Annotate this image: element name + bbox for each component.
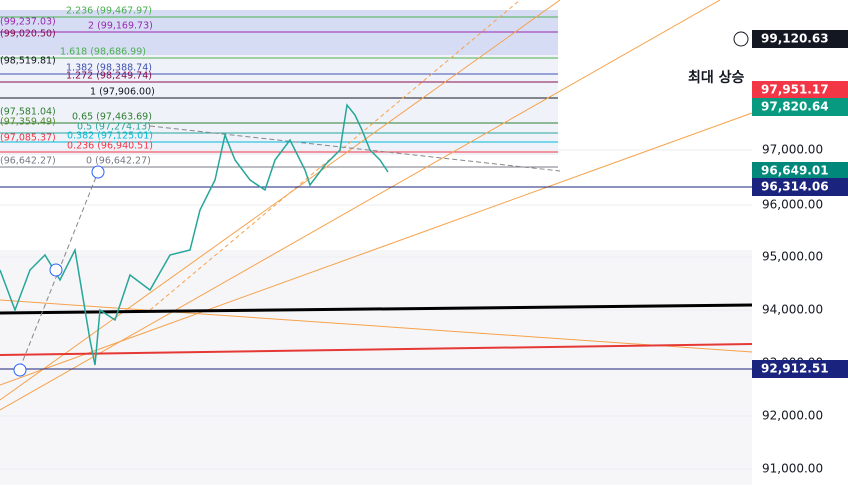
fib-label: 0 (96,642.27)	[86, 156, 151, 167]
left-label: (97,085.37)	[0, 133, 56, 144]
left-label: (97,359.49)	[0, 117, 56, 128]
y-tick-label: 97,000.00	[762, 143, 823, 157]
shade-zone	[0, 250, 752, 485]
price-path	[0, 103, 389, 366]
price-tag-bg	[752, 162, 848, 180]
price-tag: 97,820.64	[761, 100, 829, 114]
handle	[91, 165, 105, 179]
price-tag: 97,951.17	[761, 83, 829, 97]
price-tag-bg	[752, 360, 848, 378]
fib-label: 0.65 (97,463.69)	[72, 112, 152, 123]
handle	[49, 263, 63, 277]
fib-labels: 2.236 (99,467.97) 2 (99,169.73) 1.618 (98,…	[0, 6, 155, 167]
left-label: (98,519.81)	[0, 56, 56, 67]
price-tag-bg	[752, 81, 848, 99]
fib-label: 2.236 (99,467.97)	[66, 6, 152, 17]
fib-label: 0.236 (96,940.51)	[67, 141, 153, 152]
annotation: 최대 상승	[688, 70, 745, 86]
add-button	[733, 31, 749, 47]
price-tag: 96,314.06	[761, 180, 829, 194]
fib-label: 1 (97,906.00)	[90, 87, 155, 98]
price-tag-bg	[752, 178, 848, 196]
y-tick-label: 91,000.00	[762, 462, 823, 476]
price-axis	[752, 0, 848, 485]
y-tick-label: 95,000.00	[762, 250, 823, 264]
fib-label: 1.272 (98,249.74)	[66, 71, 152, 82]
price-tag: 96,649.01	[761, 164, 829, 178]
price-axis-ticks: 97,000.0096,000.0095,000.0094,000.0093,0…	[762, 143, 823, 476]
fib-lines	[0, 16, 558, 168]
price-tag-bg	[752, 30, 848, 48]
support-line	[0, 303, 753, 315]
handle	[13, 363, 27, 377]
fib-label: 0.5 (97,274.13)	[77, 122, 151, 133]
dashed-line	[149, 125, 561, 172]
fib-label: 0.382 (97,125.01)	[67, 131, 153, 142]
left-label: (99,020.50)	[0, 29, 56, 40]
fib-zone	[0, 55, 558, 155]
fib-label: 1.618 (98,686.99)	[60, 47, 146, 58]
fib-label: 1.382 (98,388.74)	[66, 63, 152, 74]
price-tag-bg	[752, 98, 848, 116]
price-tags: 99,120.63 97,951.17 97,820.64 96,649.01 96,3…	[733, 30, 848, 378]
left-label: (96,642.27)	[0, 156, 56, 167]
y-tick-label: 92,000.00	[762, 409, 823, 423]
price-tag: 92,912.51	[761, 362, 829, 376]
price-tag: 99,120.63	[761, 32, 829, 46]
y-tick-label: 96,000.00	[762, 198, 823, 212]
fib-label: 2 (99,169.73)	[88, 21, 153, 32]
y-tick-label: 94,000.00	[762, 303, 823, 317]
red-line	[0, 343, 753, 356]
left-label: (99,237.03)	[0, 17, 56, 28]
left-label: (97,581.04)	[0, 107, 56, 118]
